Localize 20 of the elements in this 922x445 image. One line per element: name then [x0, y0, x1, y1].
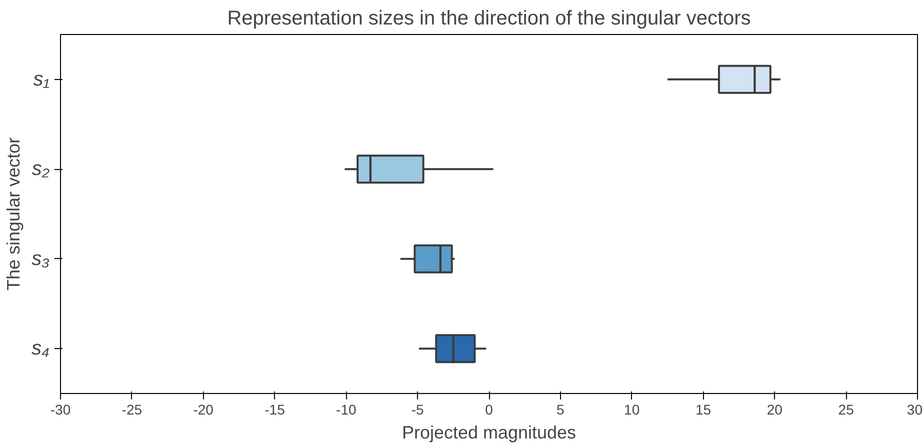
x-tick-label: 0 — [485, 402, 494, 418]
x-tick-label: -20 — [193, 402, 214, 418]
x-tick-label: -25 — [122, 402, 142, 418]
y-tick-label: s₂ — [32, 158, 50, 180]
x-tick-label: 15 — [695, 402, 712, 418]
x-axis-title: Projected magnitudes — [402, 422, 576, 442]
x-tick-label: -5 — [411, 402, 424, 418]
y-tick-label: s₃ — [32, 248, 50, 270]
y-tick-label: s₁ — [33, 68, 50, 90]
x-tick-label: -10 — [336, 402, 356, 418]
x-tick-label: 10 — [624, 402, 640, 418]
y-tick-label: s₄ — [31, 338, 50, 360]
chart-title: Representation sizes in the direction of the singular vectors — [227, 8, 751, 30]
y-axis-title: The singular vector — [3, 137, 24, 291]
x-tick-label: -15 — [264, 402, 286, 418]
x-tick-label: 5 — [556, 402, 565, 418]
x-tick-label: -30 — [50, 402, 71, 418]
x-tick-label: 30 — [906, 402, 922, 418]
x-tick-label: 20 — [766, 402, 783, 418]
x-tick-label: 25 — [838, 402, 854, 418]
